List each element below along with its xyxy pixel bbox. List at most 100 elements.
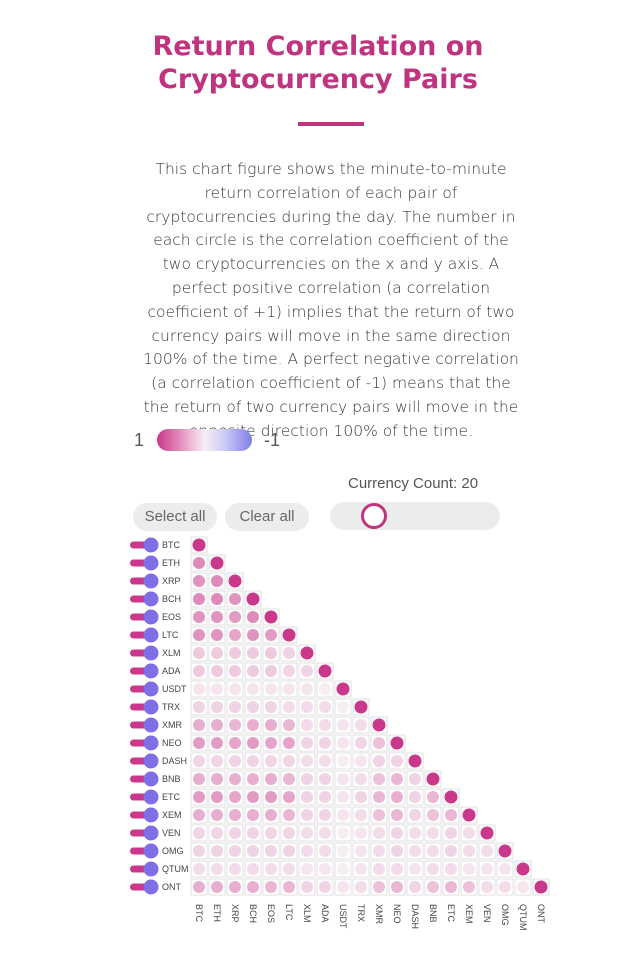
correlation-point[interactable] (301, 719, 313, 731)
correlation-point[interactable] (192, 538, 206, 552)
correlation-point[interactable] (337, 845, 349, 857)
correlation-point[interactable] (229, 683, 241, 695)
clear-all-button[interactable]: Clear all (225, 503, 309, 531)
correlation-point[interactable] (193, 737, 205, 749)
correlation-point[interactable] (265, 773, 277, 785)
currency-count-slider-knob[interactable] (361, 503, 387, 529)
correlation-point[interactable] (409, 881, 421, 893)
correlation-point[interactable] (408, 754, 422, 768)
correlation-point[interactable] (373, 845, 385, 857)
correlation-point[interactable] (373, 863, 385, 875)
correlation-point[interactable] (355, 773, 367, 785)
correlation-point[interactable] (391, 881, 403, 893)
correlation-point[interactable] (193, 845, 205, 857)
correlation-point[interactable] (211, 737, 223, 749)
correlation-point[interactable] (337, 737, 349, 749)
correlation-point[interactable] (463, 845, 475, 857)
correlation-point[interactable] (319, 701, 331, 713)
correlation-point[interactable] (211, 845, 223, 857)
correlation-point[interactable] (211, 827, 223, 839)
correlation-point[interactable] (193, 701, 205, 713)
row-toggle-btc[interactable] (130, 537, 159, 553)
correlation-point[interactable] (463, 863, 475, 875)
correlation-point[interactable] (355, 827, 367, 839)
correlation-point[interactable] (211, 701, 223, 713)
correlation-point[interactable] (211, 665, 223, 677)
correlation-point[interactable] (193, 809, 205, 821)
correlation-point[interactable] (229, 863, 241, 875)
correlation-point[interactable] (229, 701, 241, 713)
correlation-point[interactable] (211, 863, 223, 875)
correlation-point[interactable] (355, 845, 367, 857)
correlation-point[interactable] (193, 683, 205, 695)
correlation-point[interactable] (283, 647, 295, 659)
correlation-point[interactable] (229, 593, 241, 605)
correlation-point[interactable] (265, 755, 277, 767)
correlation-point[interactable] (211, 611, 223, 623)
correlation-point[interactable] (481, 863, 493, 875)
correlation-point[interactable] (247, 827, 259, 839)
correlation-point[interactable] (247, 629, 259, 641)
correlation-point[interactable] (409, 773, 421, 785)
correlation-point[interactable] (211, 647, 223, 659)
row-toggle-dash[interactable] (130, 753, 159, 769)
correlation-point[interactable] (193, 719, 205, 731)
correlation-point[interactable] (301, 683, 313, 695)
row-toggle-trx[interactable] (130, 699, 159, 715)
correlation-point[interactable] (390, 736, 404, 750)
correlation-point[interactable] (247, 683, 259, 695)
correlation-point[interactable] (283, 863, 295, 875)
correlation-point[interactable] (246, 592, 260, 606)
correlation-point[interactable] (193, 647, 205, 659)
row-toggle-ven[interactable] (130, 825, 159, 841)
row-toggle-eos[interactable] (130, 609, 159, 625)
correlation-point[interactable] (229, 773, 241, 785)
correlation-point[interactable] (319, 719, 331, 731)
correlation-point[interactable] (211, 755, 223, 767)
correlation-point[interactable] (265, 647, 277, 659)
correlation-point[interactable] (301, 863, 313, 875)
correlation-point[interactable] (427, 863, 439, 875)
correlation-point[interactable] (301, 773, 313, 785)
correlation-point[interactable] (247, 737, 259, 749)
correlation-point[interactable] (337, 773, 349, 785)
correlation-point[interactable] (193, 791, 205, 803)
correlation-point[interactable] (265, 701, 277, 713)
correlation-point[interactable] (373, 809, 385, 821)
correlation-point[interactable] (229, 629, 241, 641)
correlation-point[interactable] (337, 755, 349, 767)
correlation-point[interactable] (445, 827, 457, 839)
correlation-point[interactable] (229, 647, 241, 659)
correlation-point[interactable] (319, 881, 331, 893)
correlation-point[interactable] (247, 863, 259, 875)
correlation-point[interactable] (193, 881, 205, 893)
correlation-point[interactable] (193, 665, 205, 677)
correlation-point[interactable] (283, 665, 295, 677)
correlation-point[interactable] (319, 827, 331, 839)
correlation-point[interactable] (499, 863, 511, 875)
correlation-point[interactable] (193, 593, 205, 605)
correlation-point[interactable] (229, 881, 241, 893)
row-toggle-xmr[interactable] (130, 717, 159, 733)
correlation-point[interactable] (247, 845, 259, 857)
correlation-point[interactable] (463, 827, 475, 839)
correlation-point[interactable] (337, 809, 349, 821)
row-toggle-eth[interactable] (130, 555, 159, 571)
correlation-point[interactable] (229, 845, 241, 857)
correlation-point[interactable] (499, 881, 511, 893)
correlation-point[interactable] (247, 665, 259, 677)
correlation-point[interactable] (301, 791, 313, 803)
correlation-point[interactable] (265, 737, 277, 749)
correlation-point[interactable] (373, 755, 385, 767)
correlation-point[interactable] (193, 755, 205, 767)
correlation-point[interactable] (481, 881, 493, 893)
correlation-point[interactable] (336, 682, 350, 696)
correlation-point[interactable] (337, 791, 349, 803)
correlation-point[interactable] (373, 827, 385, 839)
row-toggle-usdt[interactable] (130, 681, 159, 697)
correlation-point[interactable] (445, 881, 457, 893)
correlation-point[interactable] (193, 827, 205, 839)
correlation-point[interactable] (229, 719, 241, 731)
correlation-point[interactable] (211, 629, 223, 641)
correlation-point[interactable] (355, 809, 367, 821)
